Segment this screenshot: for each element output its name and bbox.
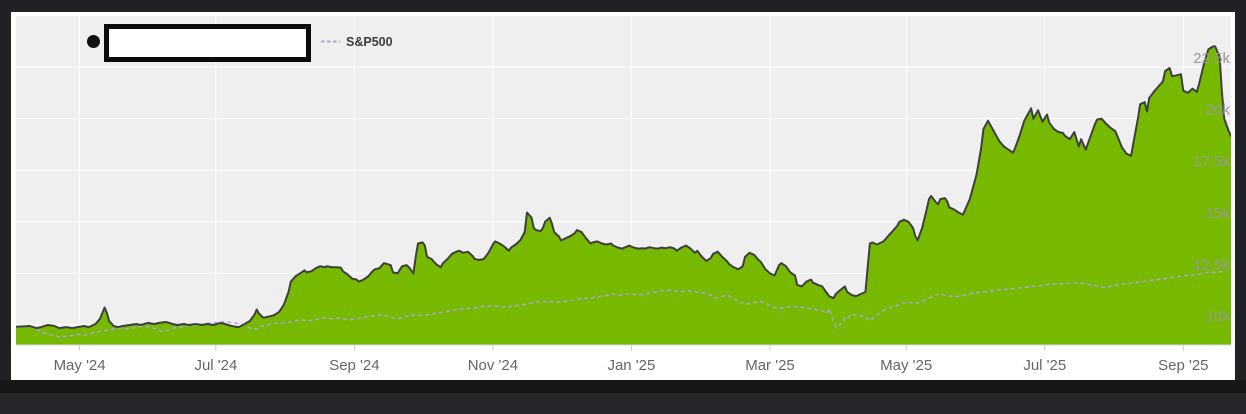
portfolio-series-marker-dot[interactable] (87, 35, 100, 48)
x-tick-label: May '25 (880, 357, 932, 374)
chart-legend: S&P500 (0, 0, 1246, 70)
portfolio-line (16, 45, 1231, 330)
y-tick-label: 12.5k (1193, 256, 1230, 273)
y-tick-label: 20k (1206, 102, 1231, 119)
lower-dark-band (0, 380, 1246, 393)
y-tick-label: 22.5k (1193, 50, 1230, 67)
redacted-series-label-box[interactable] (104, 24, 311, 62)
sp500-dashed-line-marker[interactable] (321, 40, 340, 43)
x-tick-label: Jul '24 (194, 357, 237, 374)
x-tick-label: Mar '25 (745, 357, 795, 374)
x-axis-labels: May '24 Jul '24 Sep '24 Nov '24 Jan '25 Mar '… (54, 357, 1209, 374)
y-tick-label: 17.5k (1193, 153, 1230, 170)
y-axis-labels: 10k 12.5k 15k 17.5k 20k 22.5k (1193, 50, 1230, 325)
y-tick-label: 10k (1206, 308, 1231, 325)
page-footer-strip (0, 393, 1246, 414)
y-tick-label: 15k (1206, 205, 1231, 222)
legend-label-sp500[interactable]: S&P500 (346, 35, 393, 49)
x-axis-ticks (79, 345, 1184, 351)
x-tick-label: May '24 (54, 357, 106, 374)
x-tick-label: Jul '25 (1023, 357, 1066, 374)
portfolio-area-fill (16, 46, 1231, 345)
x-tick-label: Sep '25 (1158, 357, 1208, 374)
x-tick-label: Jan '25 (607, 357, 655, 374)
x-tick-label: Sep '24 (329, 357, 379, 374)
x-tick-label: Nov '24 (468, 357, 518, 374)
